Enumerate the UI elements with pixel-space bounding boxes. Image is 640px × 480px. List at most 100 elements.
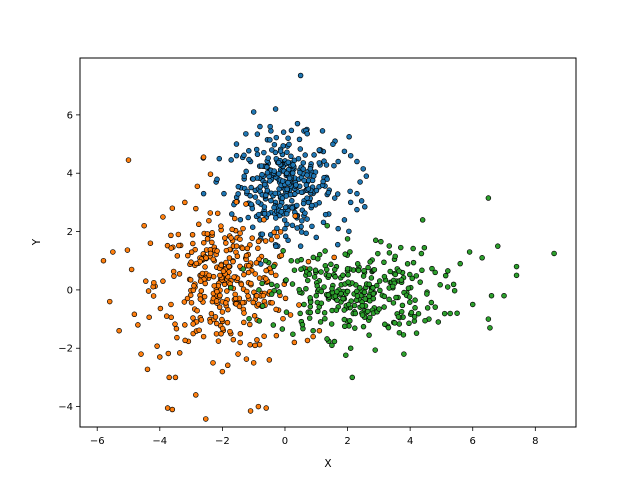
x-tick-label: −6 (90, 436, 105, 447)
data-point (259, 171, 265, 178)
data-point (340, 295, 346, 302)
data-point (246, 263, 252, 269)
data-point (106, 298, 113, 305)
data-point (246, 315, 252, 322)
data-point (190, 321, 196, 327)
data-point (256, 211, 262, 218)
data-point (485, 195, 492, 201)
data-point (243, 168, 249, 175)
data-point (248, 184, 254, 191)
data-point (252, 342, 258, 349)
data-point (240, 225, 246, 232)
data-point (257, 123, 263, 130)
data-point (386, 296, 392, 303)
data-point (324, 176, 330, 182)
data-point (290, 162, 296, 168)
data-point (198, 288, 205, 294)
data-point (208, 310, 215, 317)
data-point (280, 129, 287, 135)
data-point (432, 304, 438, 310)
data-point (318, 300, 325, 306)
data-point (283, 309, 290, 315)
data-point (228, 157, 234, 163)
data-point (218, 262, 224, 269)
data-point (335, 158, 341, 165)
data-point (285, 237, 291, 244)
data-point (252, 271, 258, 277)
data-point (210, 273, 217, 280)
data-point (283, 193, 290, 199)
data-point (289, 222, 296, 229)
data-point (344, 236, 351, 242)
data-point (216, 155, 223, 162)
data-point (138, 351, 144, 357)
data-point (187, 277, 194, 283)
data-point (418, 250, 425, 257)
data-point (273, 215, 279, 221)
data-point (207, 171, 214, 177)
data-point (366, 281, 372, 288)
data-point (273, 306, 279, 313)
data-point (169, 205, 176, 211)
data-point (303, 286, 309, 292)
data-point (396, 321, 403, 327)
data-point (172, 374, 179, 381)
data-point (248, 280, 254, 287)
data-point (217, 272, 223, 279)
data-point (227, 328, 233, 335)
data-point (229, 226, 235, 233)
data-point (226, 255, 233, 261)
data-point (189, 232, 196, 238)
data-point (406, 320, 412, 327)
data-point (214, 248, 220, 254)
data-point (176, 271, 183, 277)
data-point (419, 217, 426, 223)
data-point (328, 261, 334, 268)
data-point (255, 199, 261, 205)
data-point (210, 256, 217, 263)
data-point (352, 310, 359, 317)
data-point (261, 333, 267, 339)
data-point (501, 292, 507, 299)
data-point (125, 157, 132, 163)
data-point (236, 303, 243, 310)
x-axis-ticks: −6 −4 −2 0 2 4 6 8 (90, 427, 539, 447)
data-point (274, 225, 280, 232)
data-point (298, 266, 304, 273)
data-point (184, 295, 191, 302)
data-point (409, 275, 415, 282)
data-point (233, 152, 240, 159)
data-point (174, 253, 181, 259)
data-point (392, 320, 398, 326)
data-point (244, 288, 250, 295)
data-point (241, 310, 247, 316)
data-point (283, 277, 289, 283)
data-point (213, 331, 220, 337)
x-tick-label: 4 (407, 436, 413, 447)
data-point (331, 162, 337, 169)
data-point (413, 330, 420, 336)
y-tick-label: 6 (67, 110, 73, 121)
data-point (347, 152, 354, 159)
data-point (288, 127, 295, 134)
data-point (347, 345, 354, 351)
data-point (185, 252, 191, 259)
data-point (288, 153, 294, 160)
data-point (247, 321, 253, 328)
data-point (381, 259, 387, 266)
data-point (300, 200, 307, 207)
data-point (296, 286, 302, 293)
data-point (331, 195, 338, 201)
data-point (341, 323, 348, 330)
data-point (182, 322, 188, 328)
data-point (283, 170, 290, 177)
data-point (198, 317, 205, 323)
data-point (310, 254, 317, 261)
data-point (328, 321, 335, 327)
data-point (331, 254, 337, 261)
data-point (243, 131, 249, 137)
data-point (321, 310, 328, 316)
data-point (313, 187, 320, 194)
data-point (265, 155, 271, 161)
data-point (276, 170, 282, 177)
